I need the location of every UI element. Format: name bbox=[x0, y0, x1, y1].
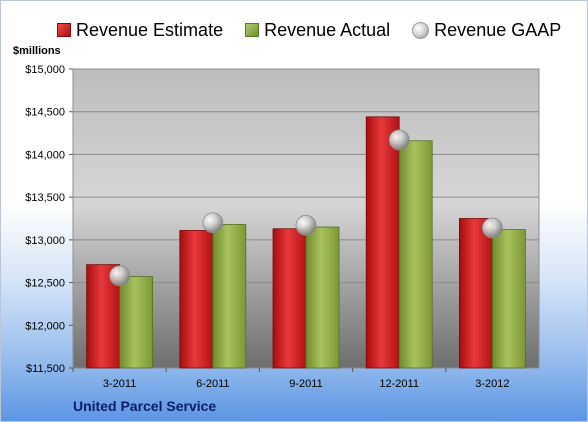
point-revenue-gaap bbox=[481, 217, 503, 239]
point-revenue-gaap bbox=[388, 129, 410, 151]
point-revenue-gaap bbox=[202, 212, 224, 234]
green-square-icon bbox=[245, 23, 260, 37]
bar-revenue-actual bbox=[305, 226, 340, 369]
x-tick-label: 3-2011 bbox=[103, 378, 136, 390]
point-revenue-gaap bbox=[295, 214, 317, 236]
company-label: United Parcel Service bbox=[73, 398, 217, 414]
bar-revenue-estimate bbox=[365, 116, 400, 369]
x-tick-label: 9-2011 bbox=[289, 378, 322, 390]
legend-label-actual: Revenue Actual bbox=[264, 19, 391, 40]
y-tick-label: $12,500 bbox=[25, 278, 65, 290]
bar-revenue-estimate bbox=[458, 218, 493, 369]
y-tick-label: $14,000 bbox=[25, 149, 65, 161]
legend-label-gaap: Revenue GAAP bbox=[434, 19, 562, 40]
legend: Revenue Estimate Revenue Actual Revenue … bbox=[57, 18, 583, 42]
point-revenue-gaap bbox=[109, 265, 130, 287]
y-tick-label: $13,500 bbox=[25, 192, 65, 204]
red-square-icon bbox=[57, 23, 71, 37]
unit-label: $millions bbox=[13, 45, 61, 57]
bar-revenue-estimate bbox=[272, 228, 307, 369]
y-tick-label: $15,000 bbox=[25, 64, 65, 76]
bar-revenue-actual bbox=[398, 140, 433, 369]
x-tick-label: 3-2012 bbox=[475, 378, 509, 390]
x-tick-label: 12-2011 bbox=[379, 378, 419, 390]
legend-label-estimate: Revenue Estimate bbox=[76, 19, 224, 40]
y-tick-label: $14,500 bbox=[25, 107, 65, 119]
legend-item-estimate: Revenue Estimate bbox=[57, 20, 223, 41]
x-tick-label: 6-2011 bbox=[196, 378, 229, 390]
bar-revenue-actual bbox=[491, 229, 526, 369]
bar-revenue-actual bbox=[119, 276, 153, 369]
gray-sphere-icon bbox=[412, 21, 430, 39]
legend-item-actual: Revenue Actual bbox=[245, 20, 390, 41]
y-tick-label: $11,500 bbox=[26, 363, 65, 375]
y-tick-label: $12,000 bbox=[25, 320, 65, 332]
y-tick-label: $13,000 bbox=[25, 235, 65, 247]
bar-revenue-actual bbox=[212, 224, 247, 369]
legend-item-gaap: Revenue GAAP bbox=[412, 20, 561, 41]
bar-revenue-estimate bbox=[179, 230, 214, 369]
